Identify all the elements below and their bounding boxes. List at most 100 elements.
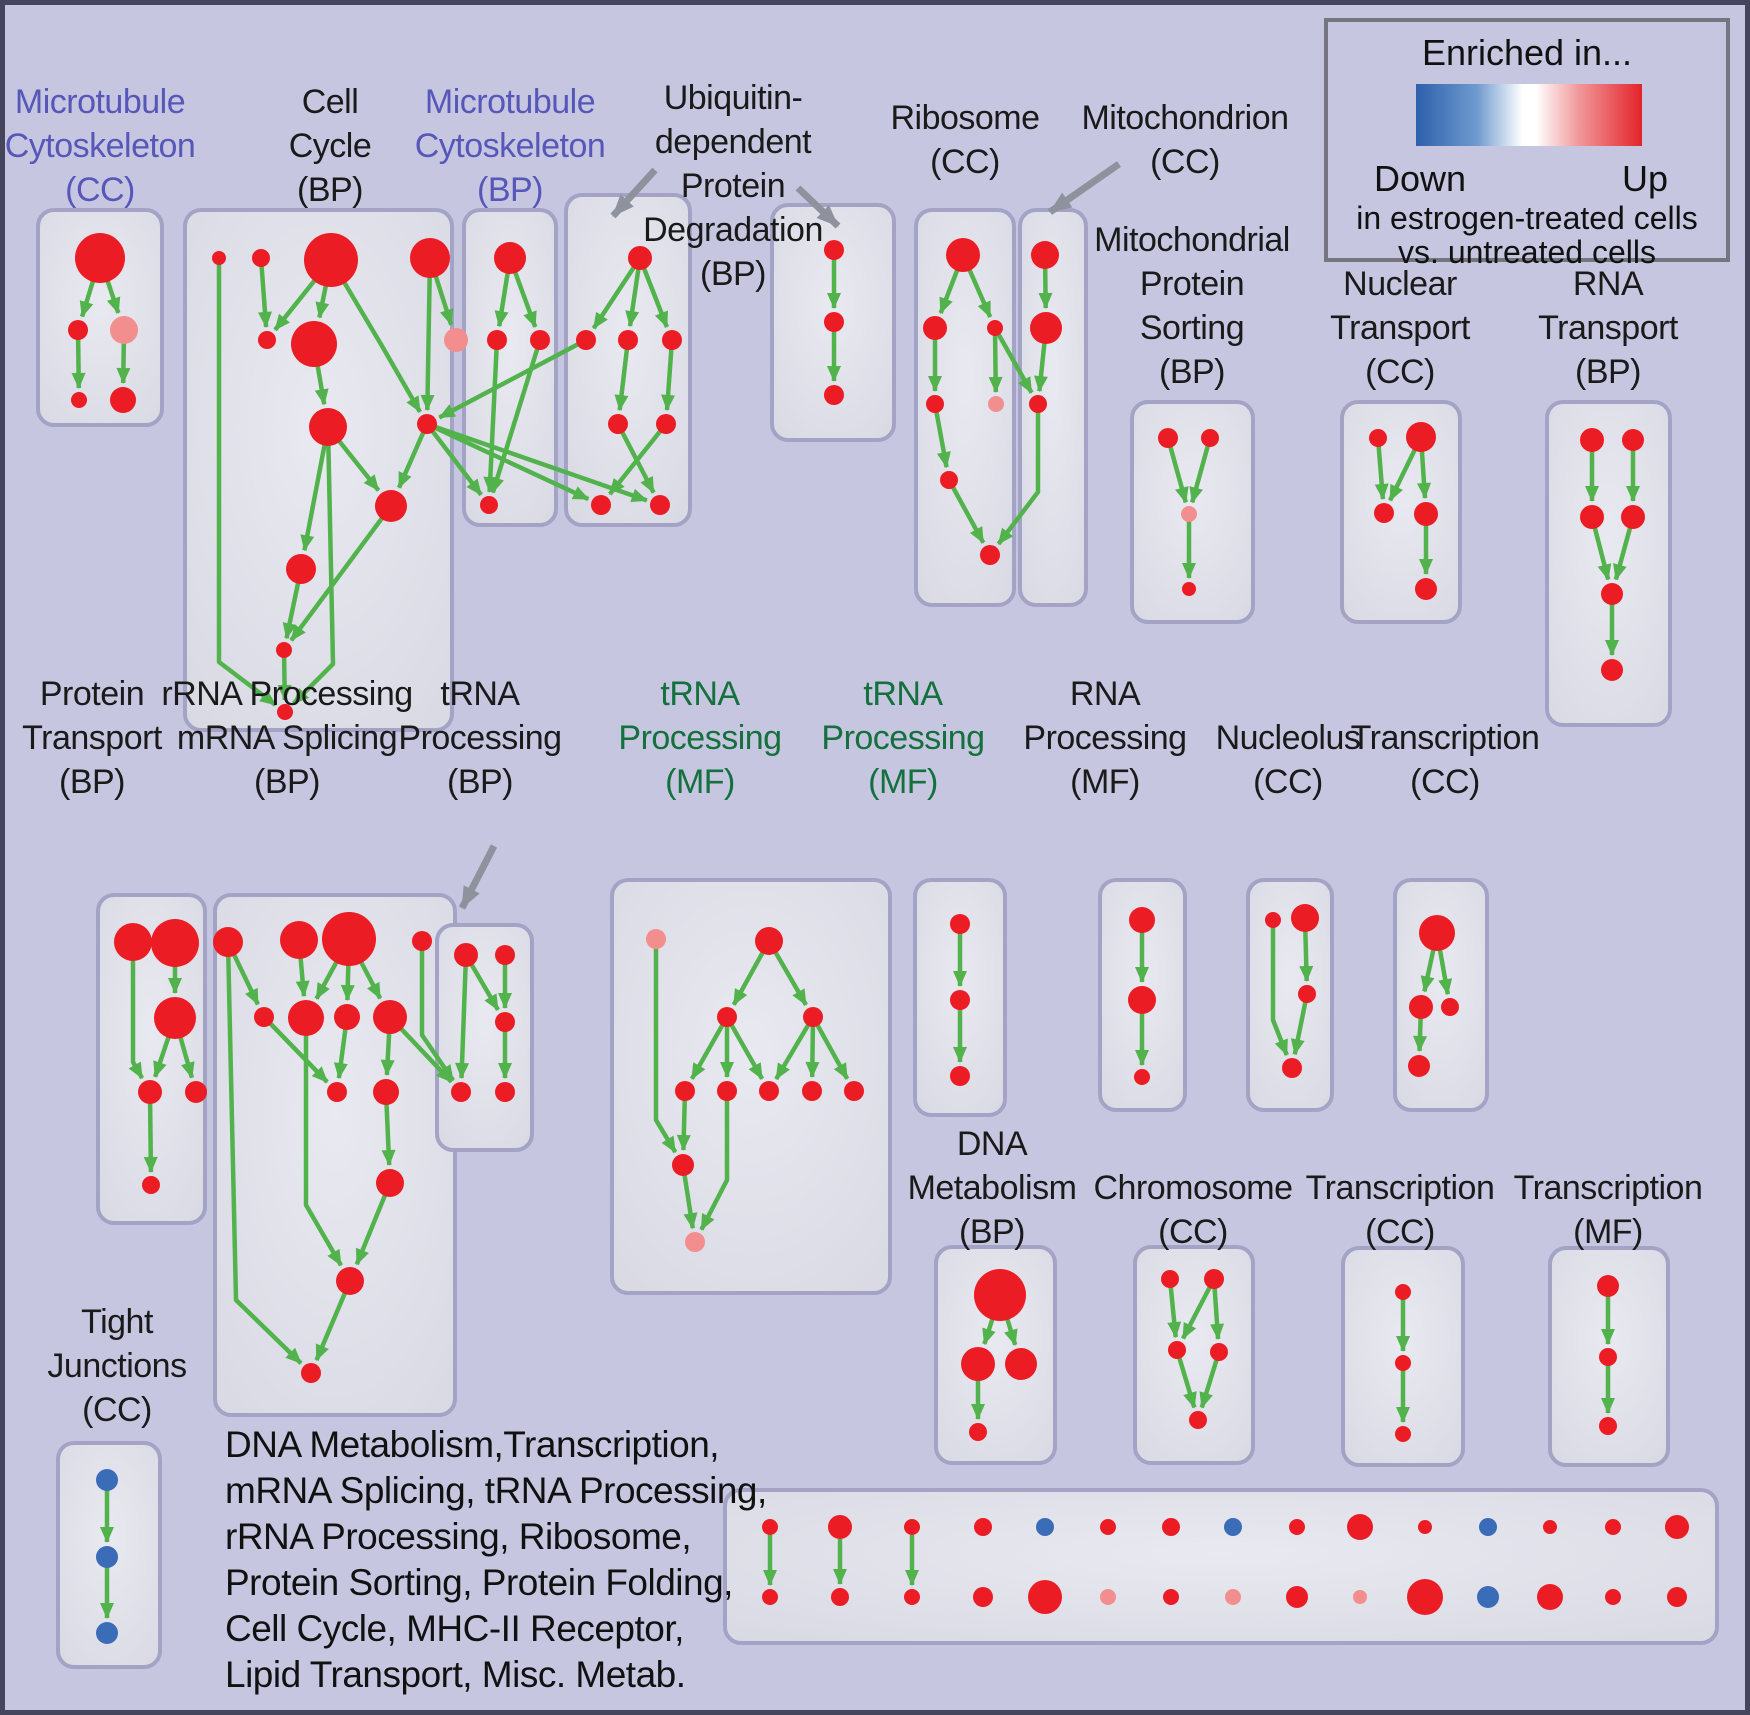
transcription_cc2-label: Transcription (CC): [1305, 1169, 1495, 1251]
rrna-box: [213, 893, 457, 1417]
trna_mf1-node-0: [646, 929, 666, 949]
chromosome-node-1: [1204, 1269, 1224, 1289]
bottom-panel-bottom-node-6: [1163, 1589, 1179, 1605]
bottom-panel-top-node-9: [1347, 1514, 1373, 1540]
dna_metab-node-3: [969, 1423, 987, 1441]
transcription_cc1-box: [1393, 878, 1489, 1112]
rrna-edge-11-12: [314, 1280, 353, 1362]
tight_junctions-label: Tight Junctions (CC): [47, 1303, 187, 1429]
cell_cycle-node-0: [212, 251, 226, 265]
legend: Enriched in... Down Up in estrogen-treat…: [1324, 18, 1730, 270]
mito_sort-node-1: [1201, 429, 1219, 447]
mito_sort-edge-1-2: [1189, 437, 1213, 504]
chromosome-edge-1-3: [1210, 1278, 1225, 1340]
ribosome-edge-5-6: [947, 478, 986, 544]
trna_mf1-label: tRNA Processing (MF): [618, 675, 782, 801]
rrna-label: rRNA Processing mRNA Splicing (BP): [161, 675, 413, 801]
chromosome-edge-3-4: [1199, 1351, 1222, 1409]
cell_cycle-node-9: [375, 490, 407, 522]
ubiq1-node-7: [650, 495, 670, 515]
ubiq1-node-3: [662, 330, 682, 350]
bottom-panel-top-node-2: [904, 1519, 920, 1535]
chromosome-label: Chromosome (CC): [1093, 1169, 1293, 1251]
ubiq1-edge-3-5: [661, 339, 676, 411]
rrna-node-10: [376, 1169, 404, 1197]
ubiq1-edge-2-4: [614, 339, 631, 412]
transcription_mf-label: Transcription (MF): [1513, 1169, 1703, 1251]
ribosome-node-0: [946, 238, 980, 272]
mito_sort-label: Mitochondrial Protein Sorting (BP): [1094, 221, 1290, 391]
annotation-line: mRNA Splicing, tRNA Processing,: [225, 1470, 767, 1511]
trna_mf1-edge-2-4: [689, 1015, 729, 1080]
ribosome-node-4: [988, 396, 1004, 412]
legend-caption-line2: vs. untreated cells: [1398, 234, 1656, 270]
protein_transport-node-5: [142, 1176, 160, 1194]
rna_transport-node-3: [1621, 505, 1645, 529]
annotation-text: DNA Metabolism,Transcription, mRNA Splic…: [225, 1422, 767, 1698]
rna_transport-node-0: [1580, 428, 1604, 452]
ribosome-label: Ribosome (CC): [890, 99, 1040, 181]
trna_mf2-label: tRNA Processing (MF): [821, 675, 985, 801]
cell_cycle-edge-9-11: [289, 504, 393, 642]
trna-bp-pointer-icon: [458, 844, 498, 910]
rrna-node-4: [254, 1007, 274, 1027]
chromosome-node-0: [1161, 1270, 1179, 1288]
bottom-panel-bottom-node-8: [1286, 1586, 1308, 1608]
bottom-panel-top-node-4: [1036, 1518, 1054, 1536]
trna_mf1-edge-5-10: [699, 1091, 730, 1231]
chromosome-edge-1-2: [1181, 1277, 1216, 1340]
rrna-edge-5-11: [303, 1018, 343, 1267]
ribosome-node-6: [980, 545, 1000, 565]
transcription_cc2-node-0: [1395, 1284, 1411, 1300]
ribosome-node-2: [987, 320, 1003, 336]
chromosome-node-2: [1168, 1341, 1186, 1359]
rna_transport-node-4: [1601, 583, 1623, 605]
cell_cycle-edge-3-8: [420, 257, 435, 411]
mito-node-2: [1029, 395, 1047, 413]
bottom-panel-top-node-6: [1162, 1518, 1180, 1536]
nucleolus-edge-2-3: [1290, 993, 1310, 1056]
trna_bp-edge-0-3: [455, 954, 470, 1079]
trna_mf1-node-8: [844, 1081, 864, 1101]
ubiq2-node-2: [824, 385, 844, 405]
bottom-panel-top-node-7: [1224, 1518, 1242, 1536]
dna_metab-label: DNA Metabolism (BP): [907, 1125, 1077, 1251]
ubiq1-node-6: [591, 495, 611, 515]
mt_bp-node-1: [487, 330, 507, 350]
rrna-node-7: [373, 1000, 407, 1034]
rrna-node-6: [334, 1004, 360, 1030]
cell_cycle-node-7: [309, 408, 347, 446]
protein_transport-edge-3-5: [143, 1091, 158, 1173]
tight_junctions-node-2: [96, 1622, 118, 1644]
trna_bp-label: tRNA Processing (BP): [398, 675, 562, 801]
cell_cycle-node-12: [277, 704, 293, 720]
cell_cycle-edge-11-12: [277, 649, 292, 701]
layer-ptr: [458, 161, 1121, 910]
mito_sort-node-3: [1182, 582, 1196, 596]
cross-edge-4: [993, 326, 1034, 394]
bottom-panel-top-node-14: [1665, 1515, 1689, 1539]
cell_cycle-edge-0-12: [216, 258, 277, 707]
rna_proc-node-1: [1128, 986, 1156, 1014]
protein_transport-edge-0-3: [128, 942, 145, 1080]
bottom-panel-bottom-node-0: [762, 1589, 778, 1605]
bottom-panel-top-node-10: [1418, 1520, 1432, 1534]
trna_mf1-edge-0-9: [653, 939, 678, 1154]
nucleolus-box: [1246, 878, 1334, 1112]
rrna-node-3: [412, 931, 432, 951]
trna_mf1-node-9: [672, 1154, 694, 1176]
cell_cycle-node-3: [410, 238, 450, 278]
transcription_cc1-node-0: [1419, 915, 1455, 951]
cell_cycle-node-6: [444, 328, 468, 352]
nucleolus-edge-0-3: [1270, 920, 1289, 1056]
mito_sort-node-2: [1181, 506, 1197, 522]
ubiq1-node-1: [576, 330, 596, 350]
rrna-node-8: [327, 1082, 347, 1102]
bottom-panel-top-node-13: [1605, 1519, 1621, 1535]
mt_bp-label: Microtubule Cytoskeleton (BP): [414, 83, 606, 209]
bottom-panel-bottom-node-9: [1353, 1590, 1367, 1604]
cell_cycle-label: Cell Cycle (BP): [288, 83, 372, 209]
legend-title: Enriched in...: [1421, 32, 1633, 73]
nuclear-node-0: [1369, 429, 1387, 447]
protein_transport-node-0: [114, 923, 152, 961]
